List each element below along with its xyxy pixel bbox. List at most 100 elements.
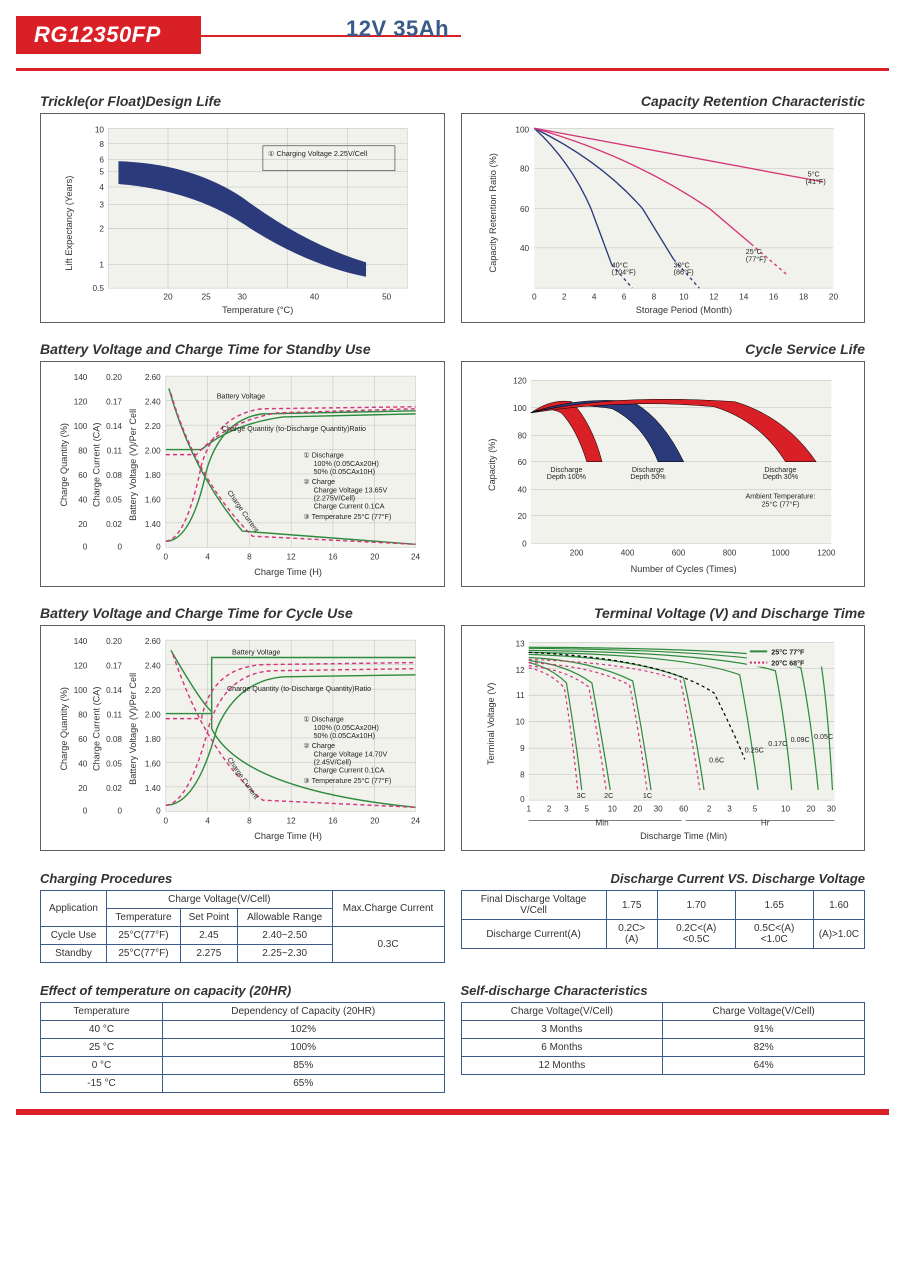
chart-title-standby: Battery Voltage and Charge Time for Stan…: [40, 341, 445, 357]
svg-text:Charge Quantity (%): Charge Quantity (%): [59, 687, 69, 770]
svg-text:Discharge Time (Min): Discharge Time (Min): [640, 831, 727, 841]
svg-text:Lift Expectancy (Years): Lift Expectancy (Years): [64, 176, 74, 271]
svg-text:Depth 30%: Depth 30%: [762, 473, 798, 481]
svg-text:0.02: 0.02: [106, 784, 122, 793]
chart-title-trickle: Trickle(or Float)Design Life: [40, 93, 445, 109]
svg-text:0: 0: [83, 542, 88, 551]
svg-text:3: 3: [727, 804, 732, 813]
table-title-tempcap: Effect of temperature on capacity (20HR): [40, 983, 445, 998]
table-selfdischarge: Charge Voltage(V/Cell)Charge Voltage(V/C…: [461, 1002, 866, 1075]
svg-text:(41°F): (41°F): [805, 177, 825, 186]
svg-text:9: 9: [520, 744, 525, 753]
svg-text:0.05C: 0.05C: [814, 733, 833, 741]
svg-text:20: 20: [78, 784, 88, 793]
svg-text:8: 8: [247, 553, 252, 562]
chart-standby: Battery Voltage Charge Quantity (to-Disc…: [40, 361, 445, 587]
svg-text:80: 80: [519, 165, 529, 174]
svg-text:5: 5: [752, 804, 757, 813]
svg-text:② Charge: ② Charge: [303, 478, 335, 486]
svg-text:0.20: 0.20: [106, 637, 122, 646]
svg-text:120: 120: [513, 376, 527, 385]
svg-text:2.60: 2.60: [145, 637, 161, 646]
chart-title-cycleuse: Battery Voltage and Charge Time for Cycl…: [40, 605, 445, 621]
svg-text:80: 80: [517, 431, 527, 440]
svg-text:1.40: 1.40: [145, 784, 161, 793]
svg-text:1200: 1200: [817, 549, 836, 558]
svg-text:Charge Quantity (%): Charge Quantity (%): [59, 423, 69, 506]
svg-text:11: 11: [516, 691, 525, 700]
svg-text:10: 10: [679, 292, 689, 301]
svg-text:5: 5: [99, 168, 104, 177]
svg-text:0.02: 0.02: [106, 520, 122, 529]
svg-text:10: 10: [607, 804, 617, 813]
svg-text:4: 4: [99, 183, 104, 192]
svg-text:16: 16: [328, 553, 338, 562]
svg-text:80: 80: [78, 711, 88, 720]
table-title-charging: Charging Procedures: [40, 871, 445, 886]
svg-text:2.20: 2.20: [145, 686, 161, 695]
svg-text:120: 120: [74, 662, 88, 671]
svg-text:60: 60: [517, 458, 527, 467]
svg-text:20: 20: [633, 804, 643, 813]
svg-text:Storage Period (Month): Storage Period (Month): [635, 305, 731, 315]
svg-text:6: 6: [621, 292, 626, 301]
svg-text:1C: 1C: [642, 792, 651, 800]
svg-text:0.17: 0.17: [106, 662, 122, 671]
svg-text:Charge Current 0.1CA: Charge Current 0.1CA: [314, 503, 385, 511]
svg-text:Battery Voltage: Battery Voltage: [232, 648, 280, 656]
svg-text:1.60: 1.60: [145, 760, 161, 769]
svg-text:0.05: 0.05: [106, 760, 122, 769]
svg-text:0.6C: 0.6C: [709, 756, 724, 764]
table-charging: Application Charge Voltage(V/Cell) Max.C…: [40, 890, 445, 963]
svg-text:(86°F): (86°F): [673, 268, 693, 277]
svg-text:8: 8: [651, 292, 656, 301]
svg-text:12: 12: [515, 666, 525, 675]
svg-text:0.20: 0.20: [106, 373, 122, 382]
svg-text:20: 20: [78, 520, 88, 529]
svg-text:Charge Time (H): Charge Time (H): [254, 567, 322, 577]
table-tempcap: TemperatureDependency of Capacity (20HR)…: [40, 1002, 445, 1093]
chart-title-retention: Capacity Retention Characteristic: [461, 93, 866, 109]
svg-text:① Discharge: ① Discharge: [303, 452, 343, 460]
svg-text:1.80: 1.80: [145, 735, 161, 744]
svg-text:Capacity (%): Capacity (%): [487, 439, 497, 491]
svg-text:40: 40: [78, 760, 88, 769]
svg-text:0: 0: [520, 795, 525, 804]
svg-text:24: 24: [411, 553, 421, 562]
svg-text:Capacity Retention Ratio (%): Capacity Retention Ratio (%): [488, 153, 498, 272]
svg-text:0: 0: [117, 542, 122, 551]
svg-text:100: 100: [74, 686, 88, 695]
chart-cycleuse: Battery Voltage Charge Quantity (to-Disc…: [40, 625, 445, 851]
svg-text:Charge Voltage 13.65V: Charge Voltage 13.65V: [314, 486, 388, 494]
svg-text:12: 12: [709, 292, 719, 301]
svg-text:4: 4: [205, 817, 210, 826]
svg-text:Charge Current 0.1CA: Charge Current 0.1CA: [314, 767, 385, 775]
svg-text:Min: Min: [595, 819, 608, 828]
svg-text:0.14: 0.14: [106, 686, 122, 695]
svg-text:10: 10: [95, 125, 105, 134]
svg-text:2.40: 2.40: [145, 398, 161, 407]
svg-text:20: 20: [163, 292, 173, 301]
svg-text:16: 16: [769, 292, 779, 301]
svg-text:1: 1: [526, 804, 531, 813]
model-number: RG12350FP: [16, 16, 201, 54]
table-title-selfdischarge: Self-discharge Characteristics: [461, 983, 866, 998]
svg-text:③ Temperature 25°C (77°F): ③ Temperature 25°C (77°F): [303, 777, 391, 785]
svg-text:(77°F): (77°F): [745, 254, 765, 263]
svg-text:Terminal Voltage (V): Terminal Voltage (V): [486, 683, 496, 765]
svg-text:(2.45V/Cell): (2.45V/Cell): [314, 759, 352, 767]
table-title-discharge: Discharge Current VS. Discharge Voltage: [461, 871, 866, 886]
svg-text:1.80: 1.80: [145, 471, 161, 480]
svg-text:2: 2: [546, 804, 551, 813]
chart-cyclelife: DischargeDepth 100% DischargeDepth 50% D…: [461, 361, 866, 587]
svg-text:2: 2: [99, 224, 104, 233]
svg-text:0.25C: 0.25C: [744, 746, 763, 754]
svg-text:3: 3: [99, 201, 104, 210]
header-divider: [16, 68, 889, 71]
svg-text:60: 60: [78, 471, 88, 480]
svg-text:18: 18: [798, 292, 808, 301]
svg-text:0: 0: [532, 292, 537, 301]
svg-text:40: 40: [519, 244, 529, 253]
svg-text:20: 20: [806, 804, 816, 813]
svg-text:50: 50: [382, 292, 392, 301]
